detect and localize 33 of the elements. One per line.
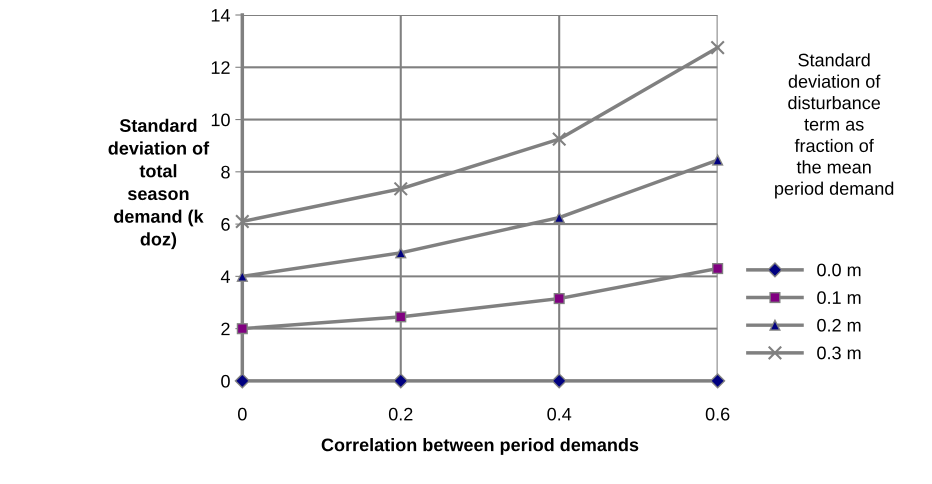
- point: [710, 40, 725, 55]
- y-tick-label: 6: [221, 218, 230, 231]
- y-tick-label: 2: [221, 322, 230, 336]
- x-tick-label: 0.4: [547, 408, 572, 421]
- point: [552, 132, 566, 146]
- point: [234, 373, 250, 388]
- y-tick-label: 10: [212, 113, 230, 126]
- point: [710, 373, 726, 388]
- x-axis-title: Correlation between period demands: [322, 438, 638, 455]
- legend-title: Standard deviation of disturbance term as fraction of the mean period demand: [775, 53, 894, 198]
- legend-label: 0.0 m: [817, 264, 860, 276]
- legend-label: 0.3 m: [817, 346, 860, 360]
- point: [712, 262, 724, 274]
- y-tick-label: 4: [220, 270, 230, 283]
- y-tick-label: 12: [212, 61, 230, 74]
- legend-label: 0.1 m: [817, 291, 860, 304]
- point: [712, 154, 724, 166]
- x-tick-label: 0.2: [388, 408, 412, 421]
- point: [554, 212, 565, 224]
- point: [554, 293, 565, 304]
- y-axis-title: Standard deviation of total season demand (k doz): [108, 118, 210, 250]
- y-tick-label: 14: [212, 9, 230, 22]
- y-tick-label: 0: [221, 374, 230, 388]
- point: [235, 214, 250, 229]
- point: [552, 373, 567, 388]
- point: [395, 311, 406, 322]
- legend-label: 0.2 m: [817, 318, 860, 332]
- point: [395, 247, 406, 258]
- x-tick-label: 0: [238, 408, 247, 421]
- point: [393, 182, 408, 196]
- point: [393, 373, 408, 388]
- y-tick-label: 8: [221, 166, 230, 179]
- x-tick-label: 0.6: [706, 408, 730, 421]
